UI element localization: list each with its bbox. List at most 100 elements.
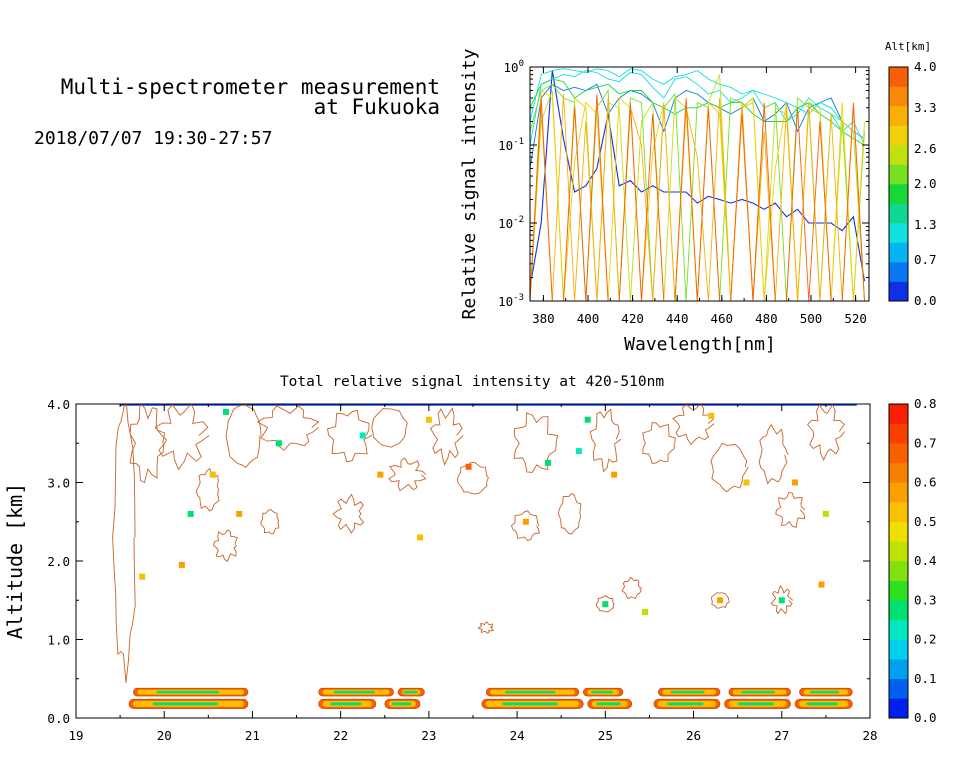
heatmap-x-ticks: 19 20 21 22 23 24 25 26 27 28: [68, 404, 878, 743]
heatmap-cell: [465, 463, 472, 470]
heatmap-y-tick-label: 3.0: [47, 476, 70, 491]
heatmap-band-core: [502, 702, 558, 706]
heatmap-cell: [377, 471, 384, 478]
heatmap-band-edge: [653, 698, 721, 709]
intensity-colorbar-ticks: 0.0 0.1 0.2 0.3 0.4 0.5 0.6 0.7 0.8: [914, 396, 937, 725]
altitude-colorbar-cell: [889, 203, 908, 224]
spectrum-x-ticks: 380 400 420 440 460 480 500 520: [532, 67, 867, 326]
heatmap-x-tick-label: 27: [774, 728, 789, 743]
heatmap-x-tick-label: 22: [333, 728, 348, 743]
intensity-colorbar-cell: [889, 678, 908, 699]
heatmap-band-edge: [724, 698, 791, 709]
altitude-colorbar-cell: [889, 262, 908, 282]
intensity-colorbar-cell: [889, 502, 908, 523]
heatmap-band-edge: [128, 698, 249, 709]
heatmap-band-core: [596, 702, 621, 706]
heatmap-band-core: [391, 702, 412, 706]
heatmap-body: [112, 404, 857, 709]
heatmap-band-edge: [587, 698, 633, 709]
intensity-colorbar-tick-label: 0.6: [914, 475, 937, 490]
intensity-colorbar-cell: [889, 639, 908, 660]
altitude-colorbar-ticks: 0.0 0.7 1.3 2.0 2.6 3.3 4.0: [914, 59, 937, 308]
altitude-colorbar-frame: [888, 66, 909, 302]
heatmap-y-tick-label: 4.0: [47, 397, 70, 412]
heatmap-contour: [129, 404, 166, 484]
heatmap-cell: [222, 408, 229, 415]
heatmap-band-edge: [481, 698, 584, 709]
heatmap-cell: [642, 609, 649, 616]
intensity-colorbar-cell: [889, 600, 908, 621]
spectrum-series-group: [530, 68, 866, 301]
heatmap-band-core: [737, 702, 775, 706]
heatmap-contour: [621, 576, 643, 600]
heatmap-band-edge: [384, 698, 421, 709]
heatmap-cell: [708, 412, 715, 419]
heatmap-cell: [359, 432, 366, 439]
spectrum-y-tick-label: 10-1: [498, 137, 524, 153]
intensity-colorbar-frame: [888, 403, 909, 719]
heatmap-contour: [642, 421, 676, 465]
intensity-colorbar-tick-label: 0.8: [914, 396, 937, 411]
heatmap-x-tick-label: 19: [68, 728, 83, 743]
heatmap-cell: [236, 510, 243, 517]
intensity-colorbar-cell: [889, 462, 908, 483]
heatmap-x-tick-label: 21: [245, 728, 260, 743]
intensity-colorbar-tick-label: 0.1: [914, 671, 937, 686]
heatmap-band-core: [504, 690, 556, 694]
heatmap-contour: [775, 492, 806, 528]
altitude-colorbar-cell: [889, 145, 908, 165]
heatmap-band-core: [152, 702, 219, 706]
heatmap-band-core: [670, 690, 705, 694]
heatmap-band-edge: [485, 687, 580, 697]
altitude-colorbar: [888, 66, 909, 302]
heatmap-contour: [477, 621, 495, 634]
heatmap-band-core: [333, 690, 375, 694]
altitude-colorbar-cell: [889, 184, 908, 204]
heatmap-cell: [743, 479, 750, 486]
intensity-colorbar-cell: [889, 423, 908, 444]
heatmap-contour: [711, 592, 730, 609]
heatmap-band-edge: [397, 687, 425, 697]
altitude-colorbar-tick-label: 0.0: [914, 293, 937, 308]
spectrum-y-tick-label: 10-3: [498, 293, 524, 309]
spectrum-x-tick-label: 400: [577, 311, 600, 326]
date-range: 2018/07/07 19:30-27:57: [34, 128, 272, 149]
heatmap-band-core: [591, 690, 614, 694]
heatmap-x-tick-label: 26: [686, 728, 701, 743]
spectrum-series-line: [530, 93, 865, 301]
intensity-colorbar-tick-label: 0.0: [914, 710, 937, 725]
heatmap-contour: [154, 404, 210, 471]
altitude-colorbar-cell: [889, 86, 908, 107]
intensity-colorbar-cell: [889, 698, 908, 719]
spectrum-chart: 380 400 420 440 460 480 500 520 10-3 10-2 10-1 100…: [459, 40, 937, 355]
heatmap-cell: [822, 510, 829, 517]
altitude-colorbar-tick-label: 2.0: [914, 176, 937, 191]
intensity-colorbar-tick-label: 0.4: [914, 553, 937, 568]
altitude-colorbar-tick-label: 3.3: [914, 100, 937, 115]
intensity-colorbar-cell: [889, 404, 908, 424]
heatmap-cell: [717, 597, 724, 604]
heatmap-contour: [672, 404, 715, 446]
heatmap-contour: [758, 423, 789, 485]
altitude-colorbar-tick-label: 2.6: [914, 141, 937, 156]
spectrum-x-tick-label: 520: [844, 311, 867, 326]
heatmap-cell: [139, 573, 146, 580]
spectrum-y-ticks: 10-3 10-2 10-1 100: [498, 59, 869, 309]
spectrum-x-tick-label: 420: [621, 311, 644, 326]
heatmap-contour: [371, 408, 408, 448]
heatmap-y-axis-label: Altitude [km]: [3, 483, 27, 640]
intensity-colorbar-cell: [889, 580, 908, 601]
intensity-colorbar: [888, 403, 909, 719]
heatmap-band-edge: [318, 698, 377, 709]
heatmap-cell: [209, 471, 216, 478]
heatmap-y-tick-label: 0.0: [47, 711, 70, 726]
heatmap-contour: [112, 404, 136, 683]
heatmap-band-edge: [582, 687, 624, 697]
heatmap-x-tick-label: 20: [157, 728, 172, 743]
heatmap-contour: [457, 462, 490, 495]
heatmap-cell: [522, 518, 529, 525]
heatmap-cell: [818, 581, 825, 588]
spectrum-y-axis-label: Relative signal intensity: [459, 48, 480, 319]
altitude-colorbar-cell: [889, 125, 908, 146]
heatmap-y-ticks: 0.0 1.0 2.0 3.0 4.0: [47, 397, 870, 726]
